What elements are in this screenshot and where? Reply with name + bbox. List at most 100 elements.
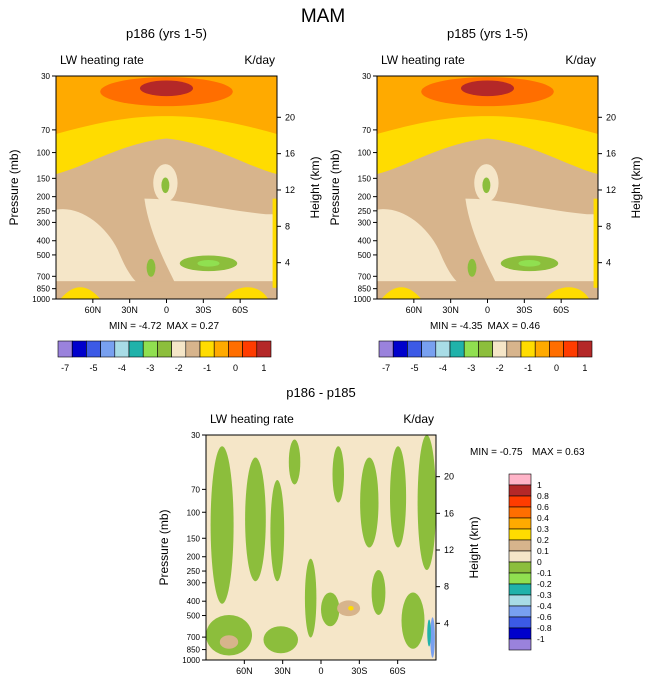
x-tick-label: 0	[164, 305, 169, 315]
colorbar-label: 0.8	[537, 491, 549, 501]
colorbar-box	[520, 340, 536, 358]
subtitle-right: K/day	[244, 53, 275, 67]
subtitle-left: LW heating rate	[381, 53, 465, 67]
diff-contour-teal-edge	[427, 619, 431, 647]
contour-green-small	[146, 258, 156, 277]
colorbar-box	[449, 340, 465, 358]
diff-contour-green-4	[304, 558, 317, 638]
colorbar-label: 1	[261, 363, 266, 373]
y-tick-label: 100	[358, 149, 372, 158]
contour-green-core	[161, 177, 170, 194]
colorbar-box	[407, 340, 422, 358]
y-tick-label: 850	[187, 646, 201, 655]
height-tick-label: 20	[444, 472, 454, 482]
y-tick-label: 150	[37, 174, 51, 183]
y-tick-label: 1000	[182, 656, 200, 665]
y-tick-label: 850	[37, 285, 51, 294]
colorbar-label: -7	[61, 363, 69, 373]
colorbar-box	[508, 495, 532, 508]
y-tick-label: 250	[358, 207, 372, 216]
colorbar-label: -1	[524, 363, 532, 373]
colorbar-label: -5	[410, 363, 418, 373]
height-tick-label: 20	[285, 112, 295, 122]
height-tick-label: 16	[444, 508, 454, 518]
diff-contour-green-3	[288, 439, 301, 485]
colorbar-box	[171, 340, 187, 358]
colorbar-label: -0.2	[537, 579, 552, 589]
y-tick-label: 500	[187, 612, 201, 621]
colorbar-label: -4	[118, 363, 126, 373]
colorbar-box	[71, 340, 87, 358]
contour-green-small	[467, 258, 477, 277]
y-tick-label: 300	[358, 218, 372, 227]
height-tick-label: 20	[606, 112, 616, 122]
colorbar-box	[57, 340, 73, 358]
colorbar-box	[508, 561, 532, 574]
colorbar-label: 1	[537, 480, 542, 490]
x-tick-label: 60S	[232, 305, 248, 315]
y-tick-label: 200	[358, 193, 372, 202]
y-tick-label: 150	[358, 174, 372, 183]
colorbar-box	[86, 340, 101, 358]
colorbar-box	[421, 340, 437, 358]
colorbar-label: -0.6	[537, 612, 552, 622]
colorbar-box	[508, 506, 532, 519]
figure-title: MAM	[301, 6, 345, 27]
x-tick-label: 30S	[516, 305, 532, 315]
subtitle-right: K/day	[565, 53, 596, 67]
colorbar-label: -5	[89, 363, 97, 373]
contour-edge	[593, 198, 598, 288]
colorbar-label: 0.3	[537, 524, 549, 534]
y-tick-label: 1000	[353, 295, 371, 304]
y-tick-label: 200	[187, 553, 201, 562]
colorbar-box	[534, 340, 550, 358]
colorbar-box	[157, 340, 172, 358]
contour-lightgreen-low	[518, 259, 541, 267]
height-tick-label: 12	[285, 185, 295, 195]
height-tick-label: 8	[606, 221, 611, 231]
colorbar-box	[185, 340, 201, 358]
colorbar-label: 0.6	[537, 502, 549, 512]
colorbar-box	[563, 340, 579, 358]
diff-contour-green-2	[270, 480, 285, 582]
y-tick-label: 30	[41, 72, 50, 81]
colorbar-label: -0.8	[537, 623, 552, 633]
height-tick-label: 8	[444, 582, 449, 592]
y-tick-label: 250	[187, 567, 201, 576]
contour-boundary	[377, 281, 598, 299]
colorbar-box	[508, 572, 532, 585]
height-tick-label: 12	[606, 185, 616, 195]
x-tick-label: 30S	[351, 666, 367, 676]
subtitle-left: LW heating rate	[210, 412, 294, 426]
y-tick-label: 700	[37, 272, 51, 281]
colorbar-box	[508, 528, 532, 541]
colorbar-label: 0	[554, 363, 559, 373]
colorbar-label: 0.2	[537, 535, 549, 545]
y-tick-label: 400	[187, 597, 201, 606]
diff-contour-green-6	[360, 457, 379, 548]
contour-yellow-low-right	[544, 287, 590, 299]
colorbar-difference: 10.80.60.40.30.20.10-0.1-0.2-0.3-0.4-0.6…	[508, 473, 552, 651]
colorbar-box	[114, 340, 130, 358]
contour-cream-left	[377, 209, 470, 299]
colorbar-p185: -7 -5 -4 -3 -2 -1 0 1	[378, 340, 593, 373]
colorbar-box	[508, 616, 532, 629]
min-label: MIN = -4.35	[430, 321, 483, 332]
min-label: MIN = -4.72	[109, 321, 162, 332]
subtitle-right: K/day	[403, 412, 434, 426]
contour-lightgreen-low	[197, 259, 220, 267]
colorbar-label: -7	[382, 363, 390, 373]
colorbar-box	[508, 484, 532, 497]
x-tick-label: 60N	[85, 305, 102, 315]
colorbar-box	[508, 638, 532, 651]
diff-contour-blue-edge	[430, 617, 435, 658]
y-tick-label: 400	[37, 237, 51, 246]
y-tick-label: 70	[41, 126, 50, 135]
diff-contour-green-12	[371, 570, 386, 615]
height-tick-label: 12	[444, 545, 454, 555]
x-tick-label: 30N	[121, 305, 138, 315]
colorbar-box	[242, 340, 258, 358]
colorbar-label: -2	[175, 363, 183, 373]
y-tick-label: 300	[37, 218, 51, 227]
colorbar-box	[508, 583, 532, 596]
